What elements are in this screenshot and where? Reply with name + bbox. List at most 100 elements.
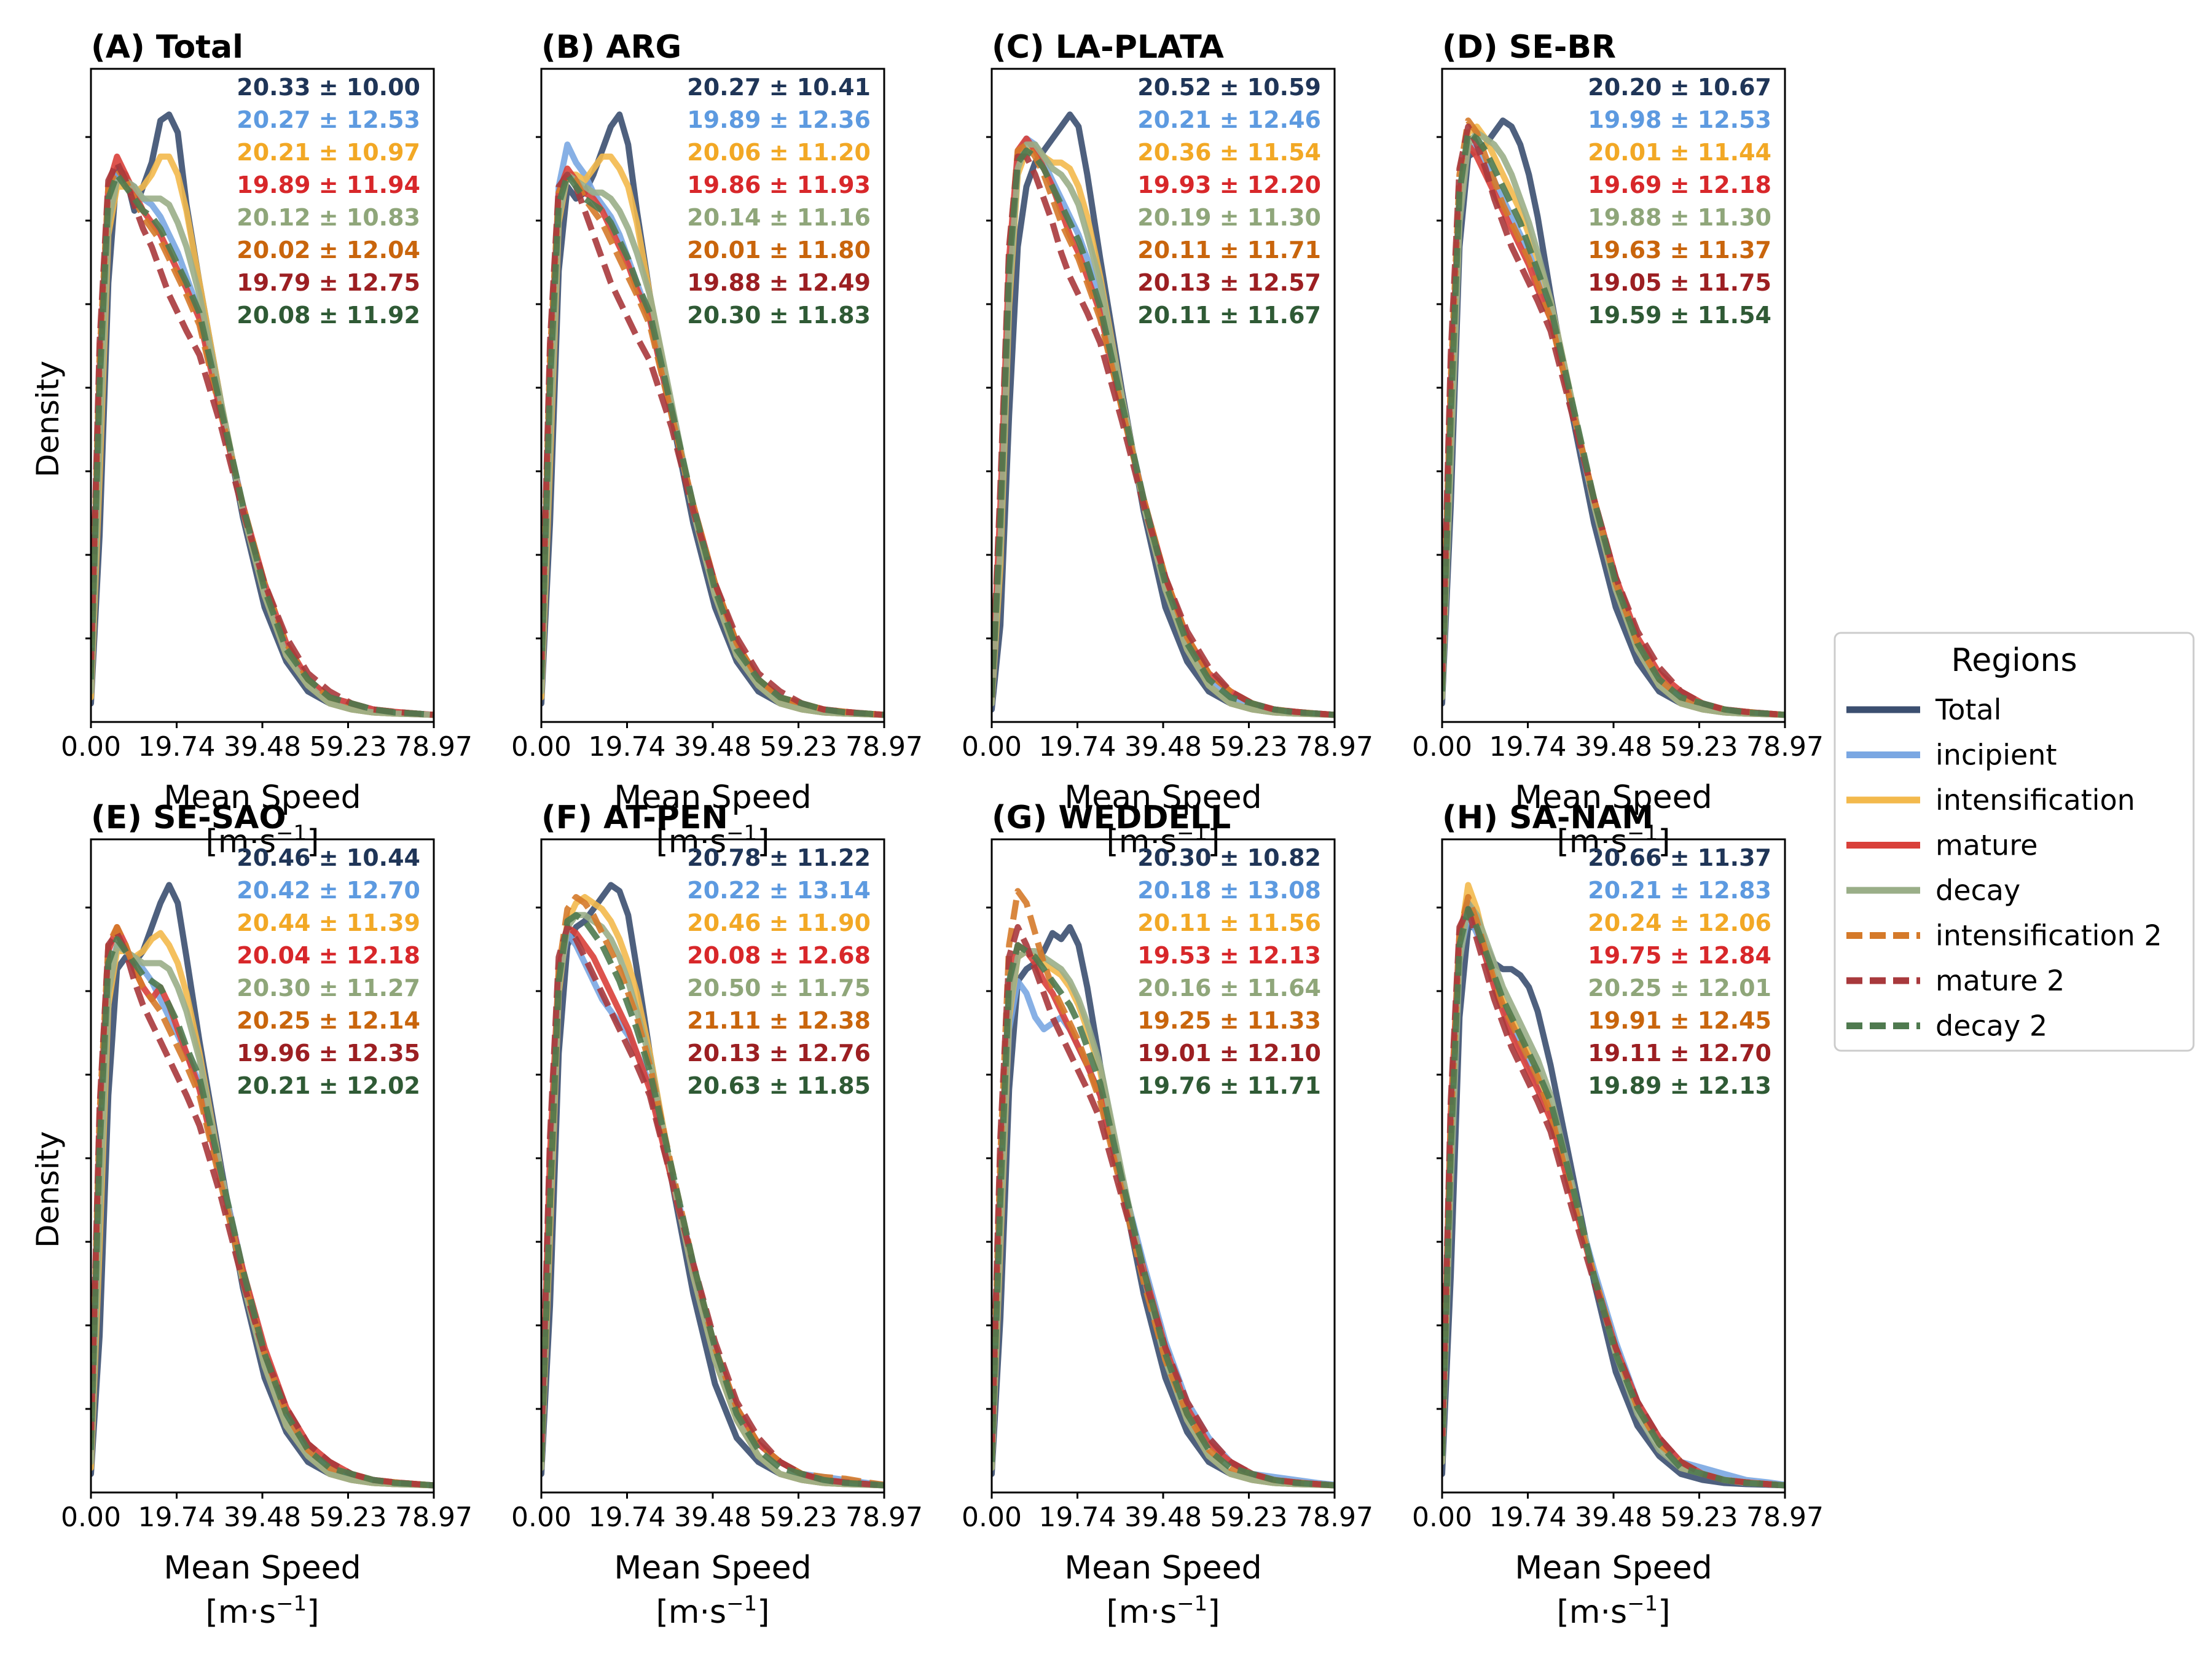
panel-title: (E) SE-SAO xyxy=(91,799,286,836)
legend-label: intensification 2 xyxy=(1936,919,2162,952)
series-line-decay-2 xyxy=(541,171,884,718)
unit-exponent: −1 xyxy=(1627,1591,1658,1616)
stat-label: 20.63 ± 11.85 xyxy=(687,1072,871,1099)
panel-title: (C) LA-PLATA xyxy=(992,29,1224,66)
stat-label: 20.24 ± 12.06 xyxy=(1588,909,1771,936)
x-tick-label: 78.97 xyxy=(1296,1502,1373,1533)
x-tick-label: 78.97 xyxy=(1746,731,1824,763)
stat-label: 19.11 ± 12.70 xyxy=(1588,1040,1771,1067)
stat-label: 20.46 ± 11.90 xyxy=(687,909,871,936)
x-tick-label: 0.00 xyxy=(962,1502,1022,1533)
x-tick-label: 0.00 xyxy=(511,731,571,763)
stat-label: 20.06 ± 11.20 xyxy=(687,139,871,166)
stat-label: 19.91 ± 12.45 xyxy=(1588,1007,1771,1034)
x-tick-label: 0.00 xyxy=(1412,1502,1472,1533)
stat-label: 20.16 ± 11.64 xyxy=(1137,975,1321,1002)
x-tick-label: 0.00 xyxy=(962,731,1022,763)
stat-label: 20.12 ± 10.83 xyxy=(237,204,420,231)
x-tick-label: 0.00 xyxy=(61,1502,121,1533)
stat-label: 20.04 ± 12.18 xyxy=(237,942,420,969)
stat-label: 19.89 ± 12.13 xyxy=(1588,1072,1771,1099)
x-tick-label: 39.48 xyxy=(674,1502,751,1533)
series-line-decay-2 xyxy=(1442,129,1785,718)
x-tick-label: 59.23 xyxy=(310,731,387,763)
stat-label: 20.21 ± 12.02 xyxy=(237,1072,420,1099)
x-tick-label: 78.97 xyxy=(1746,1502,1824,1533)
stat-label: 20.21 ± 12.83 xyxy=(1588,877,1771,904)
x-axis-label: Mean Speed xyxy=(163,1550,361,1586)
x-axis-label: Mean Speed xyxy=(1064,1550,1261,1586)
unit-suffix: ] xyxy=(307,823,319,860)
x-tick-label: 59.23 xyxy=(760,731,837,763)
legend-label: intensification xyxy=(1936,783,2135,817)
x-tick-label: 39.48 xyxy=(1575,731,1652,763)
stat-label: 20.25 ± 12.14 xyxy=(237,1007,420,1034)
stat-label: 19.93 ± 12.20 xyxy=(1137,171,1321,198)
stat-label: 19.59 ± 11.54 xyxy=(1588,302,1771,329)
unit-suffix: ] xyxy=(1207,823,1220,860)
x-tick-label: 39.48 xyxy=(224,1502,301,1533)
panel-f-at-pen: (F) AT-PEN 0.00 19.74 39.48 59.23 78.97 Mean S… xyxy=(511,799,923,1631)
stat-label: 20.01 ± 11.80 xyxy=(687,237,871,264)
x-tick-label: 78.97 xyxy=(1296,731,1373,763)
stat-label: 20.21 ± 10.97 xyxy=(237,139,420,166)
x-tick-label: 59.23 xyxy=(310,1502,387,1533)
unit-prefix: [m·s xyxy=(206,823,276,860)
x-tick-label: 39.48 xyxy=(1124,1502,1202,1533)
series-line-decay-2 xyxy=(992,147,1335,718)
legend: Regions Total incipient intensification mat… xyxy=(1834,632,2195,1052)
stat-label: 19.53 ± 12.13 xyxy=(1137,942,1321,969)
stat-label: 20.25 ± 12.01 xyxy=(1588,975,1771,1002)
x-tick-label: 19.74 xyxy=(1039,731,1116,763)
x-tick-label: 39.48 xyxy=(1124,731,1202,763)
x-tick-label: 19.74 xyxy=(1489,731,1567,763)
unit-prefix: [m·s xyxy=(656,823,727,860)
x-tick-label: 0.00 xyxy=(511,1502,571,1533)
x-tick-label: 39.48 xyxy=(224,731,301,763)
series-lines xyxy=(1442,117,1785,718)
legend-label: decay 2 xyxy=(1936,1010,2047,1043)
unit-suffix: ] xyxy=(1658,823,1670,860)
x-axis-label: Mean Speed xyxy=(1064,779,1261,816)
stat-label: 20.21 ± 12.46 xyxy=(1137,106,1321,133)
x-axis-unit: [m·s−1] xyxy=(206,821,320,860)
x-tick-label: 39.48 xyxy=(674,731,751,763)
stat-label: 19.89 ± 11.94 xyxy=(237,171,420,198)
unit-suffix: ] xyxy=(757,1594,769,1631)
stat-label: 19.98 ± 12.53 xyxy=(1588,106,1771,133)
stat-label: 20.13 ± 12.76 xyxy=(687,1040,871,1067)
stat-label: 20.36 ± 11.54 xyxy=(1137,139,1321,166)
legend-entries: Total incipient intensification mature decay… xyxy=(1846,693,2162,1043)
series-lines xyxy=(992,111,1335,718)
series-line-intensification-2 xyxy=(541,894,884,1488)
x-tick-label: 78.97 xyxy=(845,1502,923,1533)
stat-label: 20.11 ± 11.56 xyxy=(1137,909,1321,936)
legend-label: decay xyxy=(1936,874,2020,907)
x-axis-label: Mean Speed xyxy=(1515,779,1712,816)
panel-c-la-plata: (C) LA-PLATA 0.00 19.74 39.48 59.23 78.97 Mean… xyxy=(962,29,1373,860)
series-line-decay-2 xyxy=(91,936,434,1489)
unit-suffix: ] xyxy=(757,823,769,860)
x-tick-label: 19.74 xyxy=(1489,1502,1567,1533)
stat-label: 20.50 ± 11.75 xyxy=(687,975,871,1002)
stat-label: 20.27 ± 10.41 xyxy=(687,74,871,101)
unit-prefix: [m·s xyxy=(1557,1594,1628,1631)
x-tick-label: 59.23 xyxy=(1661,731,1738,763)
x-tick-label: 19.74 xyxy=(589,1502,666,1533)
unit-suffix: ] xyxy=(1207,1594,1220,1631)
stat-label: 19.88 ± 11.30 xyxy=(1588,204,1771,231)
unit-exponent: −1 xyxy=(276,821,307,845)
series-lines xyxy=(1442,882,1785,1489)
x-tick-label: 39.48 xyxy=(1575,1502,1652,1533)
x-tick-label: 59.23 xyxy=(1661,1502,1738,1533)
stat-label: 20.30 ± 11.27 xyxy=(237,975,420,1002)
stat-label: 20.20 ± 10.67 xyxy=(1588,74,1771,101)
x-axis-unit: [m·s−1] xyxy=(206,1591,320,1631)
unit-prefix: [m·s xyxy=(206,1594,276,1631)
stat-label: 19.01 ± 12.10 xyxy=(1137,1040,1321,1067)
stat-label: 20.66 ± 11.37 xyxy=(1588,844,1771,871)
x-tick-label: 78.97 xyxy=(845,731,923,763)
x-axis-label: Mean Speed xyxy=(1515,1550,1712,1586)
stat-label: 20.14 ± 11.16 xyxy=(687,204,871,231)
